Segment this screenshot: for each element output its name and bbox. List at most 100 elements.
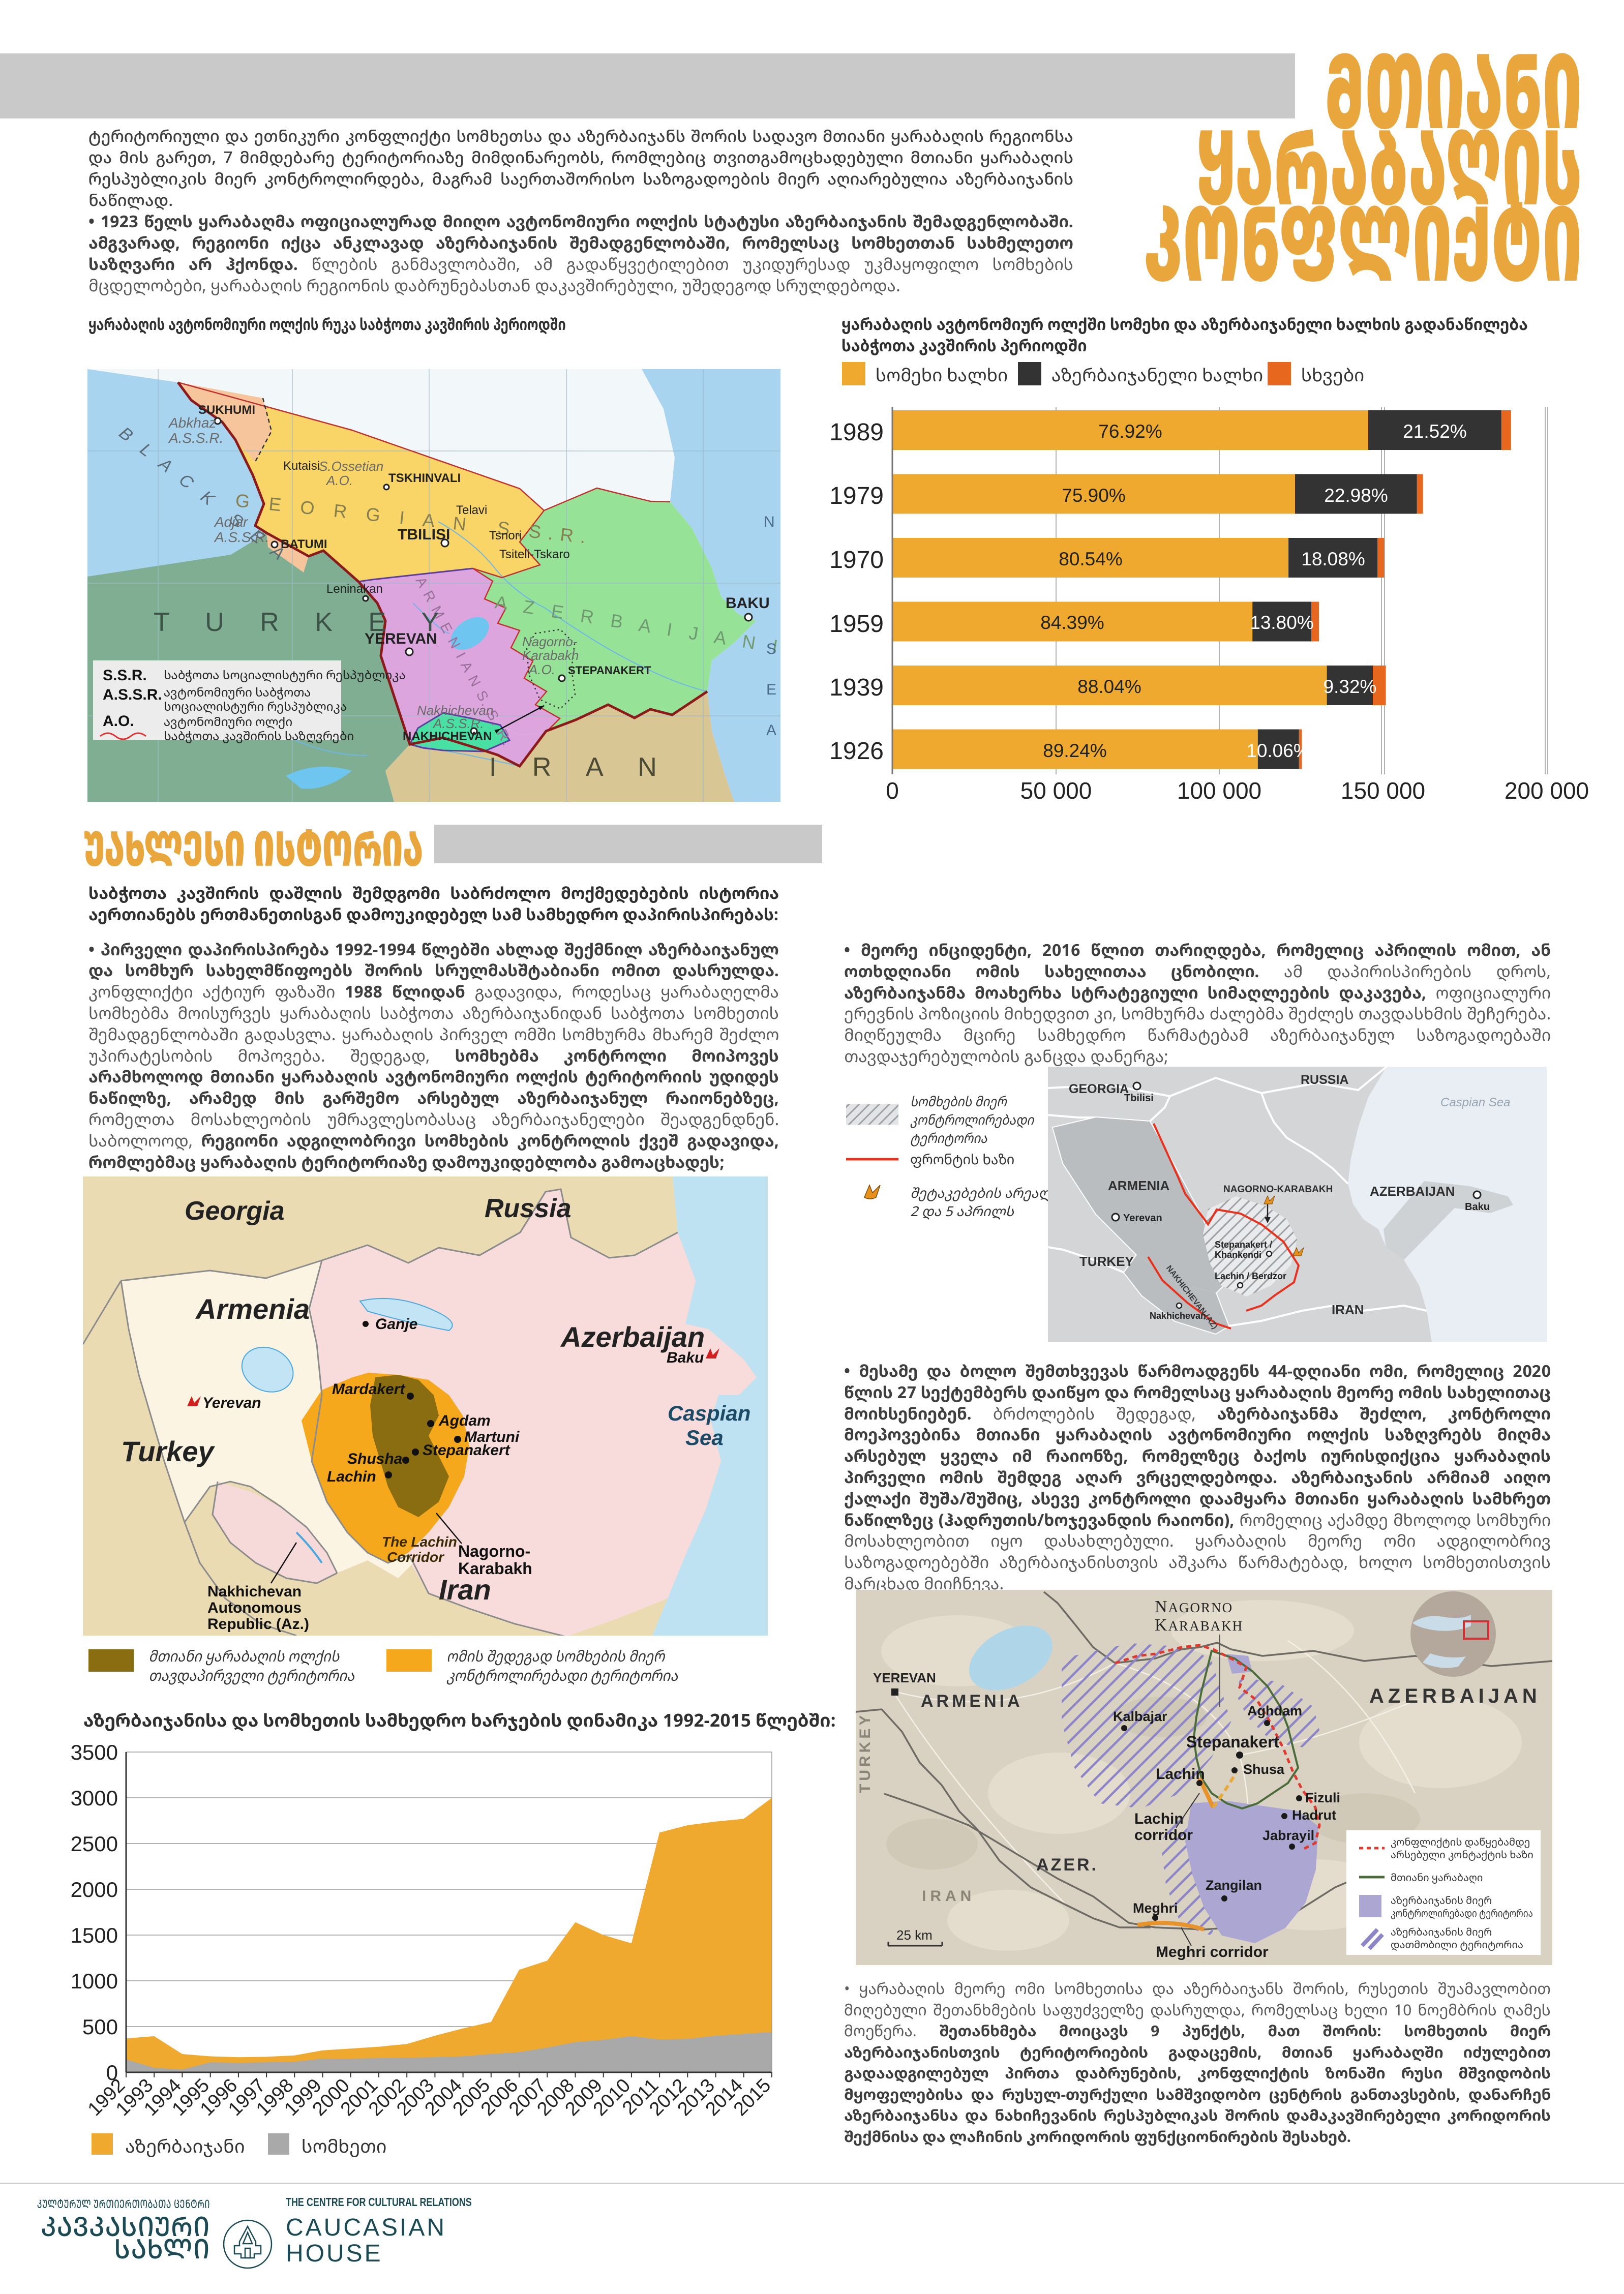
svg-text:სოციალისტური რესპუბლიკა: სოციალისტური რესპუბლიკა (164, 698, 347, 715)
svg-text:Lachin: Lachin (327, 1468, 376, 1485)
svg-text:Yerevan: Yerevan (202, 1395, 261, 1411)
svg-text:Kutaisi: Kutaisi (283, 459, 320, 473)
svg-text:Republic (Az.): Republic (Az.) (207, 1616, 309, 1633)
svg-text:GEORGIA: GEORGIA (1069, 1082, 1129, 1096)
svg-text:The Lachin: The Lachin (382, 1534, 457, 1550)
svg-text:N: N (764, 514, 777, 530)
svg-text:Leninakan: Leninakan (326, 582, 383, 596)
svg-text:Yerevan: Yerevan (1123, 1213, 1162, 1224)
svg-text:A: A (766, 722, 778, 739)
svg-text:NAGORNO-KARABAKH: NAGORNO-KARABAKH (1223, 1184, 1333, 1195)
svg-text:Fizuli: Fizuli (1305, 1790, 1340, 1805)
svg-text:IRAN: IRAN (1332, 1302, 1364, 1317)
svg-text:TURKEY: TURKEY (857, 1712, 874, 1793)
svg-text:Georgia: Georgia (185, 1196, 285, 1226)
svg-text:Baku: Baku (667, 1349, 704, 1366)
svg-text:2500: 2500 (71, 1832, 118, 1856)
svg-text:Karabakh: Karabakh (522, 648, 579, 663)
svg-text:Nakhichevan: Nakhichevan (417, 703, 493, 718)
svg-text:აზერბაიჯანის მიერ: აზერბაიჯანის მიერ (1391, 1925, 1492, 1939)
svg-text:Tsiteli-Tskaro: Tsiteli-Tskaro (499, 548, 570, 561)
svg-text:Russia: Russia (485, 1194, 572, 1223)
svg-text:ARMENIA: ARMENIA (921, 1692, 1023, 1711)
svg-text:Nakhichevan: Nakhichevan (1150, 1311, 1206, 1321)
svg-text:STEPANAKERT: STEPANAKERT (568, 664, 651, 677)
svg-text:T U R K E Y: T U R K E Y (154, 608, 453, 637)
svg-text:Meghri corridor: Meghri corridor (1156, 1944, 1269, 1960)
svg-text:Lachin: Lachin (1156, 1766, 1205, 1783)
svg-text:A.O.: A.O. (103, 713, 134, 730)
svg-text:Shusa: Shusa (1243, 1762, 1285, 1777)
svg-text:Turkey: Turkey (121, 1435, 215, 1467)
svg-text:Caspian Sea: Caspian Sea (1440, 1096, 1510, 1109)
svg-text:Karabakh: Karabakh (458, 1559, 532, 1578)
svg-text:Khankendi: Khankendi (1215, 1250, 1261, 1260)
svg-text:Nagorno-: Nagorno- (522, 634, 578, 649)
svg-text:BAKU: BAKU (726, 595, 770, 612)
svg-text:YEREVAN: YEREVAN (365, 630, 437, 647)
svg-text:Sea: Sea (685, 1426, 724, 1450)
svg-text:კონფლიქტის დაწყებამდე: კონფლიქტის დაწყებამდე (1391, 1835, 1530, 1849)
svg-text:Ganje: Ganje (375, 1316, 417, 1333)
svg-text:I R A N: I R A N (489, 752, 671, 782)
svg-text:A.O.: A.O. (325, 473, 353, 488)
svg-text:Stepanakert: Stepanakert (1186, 1733, 1280, 1751)
svg-text:მთიანი ყარაბაღი: მთიანი ყარაბაღი (1391, 1870, 1483, 1884)
svg-text:YEREVAN: YEREVAN (873, 1670, 936, 1685)
svg-text:A.S.S.R.: A.S.S.R. (432, 716, 484, 731)
svg-text:Stepanakert /: Stepanakert / (1215, 1240, 1272, 1250)
svg-text:Kalbajar: Kalbajar (1113, 1709, 1167, 1724)
svg-text:corridor: corridor (1134, 1827, 1193, 1844)
svg-text:Baku: Baku (1465, 1201, 1490, 1213)
svg-text:Lachin / Berdzor: Lachin / Berdzor (1215, 1271, 1286, 1281)
svg-text:25 km: 25 km (896, 1927, 933, 1943)
svg-text:IRAN: IRAN (922, 1888, 975, 1905)
svg-text:Corridor: Corridor (387, 1549, 445, 1565)
svg-text:Lachin: Lachin (1134, 1810, 1184, 1827)
svg-text:Zangilan: Zangilan (1206, 1878, 1262, 1893)
svg-text:S.Ossetian: S.Ossetian (319, 459, 383, 474)
svg-text:Caspian: Caspian (668, 1401, 750, 1425)
svg-text:3000: 3000 (71, 1786, 118, 1810)
svg-text:BATUMI: BATUMI (281, 537, 327, 551)
svg-text:დათმობილი ტერიტორია: დათმობილი ტერიტორია (1391, 1938, 1523, 1951)
svg-text:Azerbaijan: Azerbaijan (560, 1321, 705, 1353)
svg-text:NAKHICHEVAN: NAKHICHEVAN (403, 730, 492, 743)
svg-text:TURKEY: TURKEY (1079, 1254, 1134, 1269)
svg-text:500: 500 (82, 2015, 118, 2039)
svg-text:Meghri: Meghri (1133, 1900, 1178, 1916)
svg-text:NAGORNO: NAGORNO (1155, 1597, 1233, 1616)
svg-text:Jabrayil: Jabrayil (1262, 1828, 1314, 1843)
svg-text:SUKHUMI: SUKHUMI (198, 403, 255, 417)
svg-text:Mardakert: Mardakert (332, 1381, 406, 1398)
svg-text:AZERBAIJAN: AZERBAIJAN (1370, 1184, 1455, 1199)
svg-text:1000: 1000 (71, 1969, 118, 1993)
svg-text:Autonomous: Autonomous (207, 1599, 302, 1616)
svg-text:კონტროლირებადი ტერიტორია: კონტროლირებადი ტერიტორია (1391, 1906, 1533, 1920)
svg-text:აზერბაიჯანის მიერ: აზერბაიჯანის მიერ (1391, 1893, 1492, 1907)
svg-text:ავტონომიური ოლქი: ავტონომიური ოლქი (164, 713, 292, 730)
svg-text:Abkhaz: Abkhaz (168, 415, 216, 431)
svg-text:Iran: Iran (439, 1574, 491, 1606)
svg-text:Martuni: Martuni (464, 1429, 520, 1445)
svg-text:ARMENIA: ARMENIA (1108, 1178, 1170, 1193)
svg-text:AZER.: AZER. (1036, 1855, 1098, 1875)
svg-text:A.O.: A.O. (528, 662, 555, 677)
svg-text:AZERBAIJAN: AZERBAIJAN (1369, 1685, 1541, 1707)
svg-text:2000: 2000 (71, 1878, 118, 1901)
svg-text:1500: 1500 (71, 1923, 118, 1947)
svg-text:არსებული კონტაქტის ხაზი: არსებული კონტაქტის ხაზი (1391, 1848, 1533, 1861)
svg-text:0: 0 (106, 2061, 118, 2085)
svg-text:3500: 3500 (71, 1740, 118, 1764)
svg-text:E: E (766, 681, 778, 698)
svg-text:Stepanakert: Stepanakert (423, 1442, 511, 1459)
svg-text:Telavi: Telavi (456, 503, 487, 517)
svg-text:A.S.S.R.: A.S.S.R. (103, 686, 162, 703)
svg-text:Hadrut: Hadrut (1292, 1807, 1336, 1823)
svg-text:საბჭოთა სოციალისტური რესპუბლიკ: საბჭოთა სოციალისტური რესპუბლიკა (164, 667, 406, 683)
svg-text:Aghdam: Aghdam (1247, 1703, 1302, 1718)
svg-text:Agdam: Agdam (438, 1412, 491, 1429)
svg-text:TSKHINVALI: TSKHINVALI (388, 471, 461, 485)
svg-text:KARABAKH: KARABAKH (1155, 1616, 1243, 1635)
svg-text:Armenia: Armenia (195, 1293, 310, 1325)
